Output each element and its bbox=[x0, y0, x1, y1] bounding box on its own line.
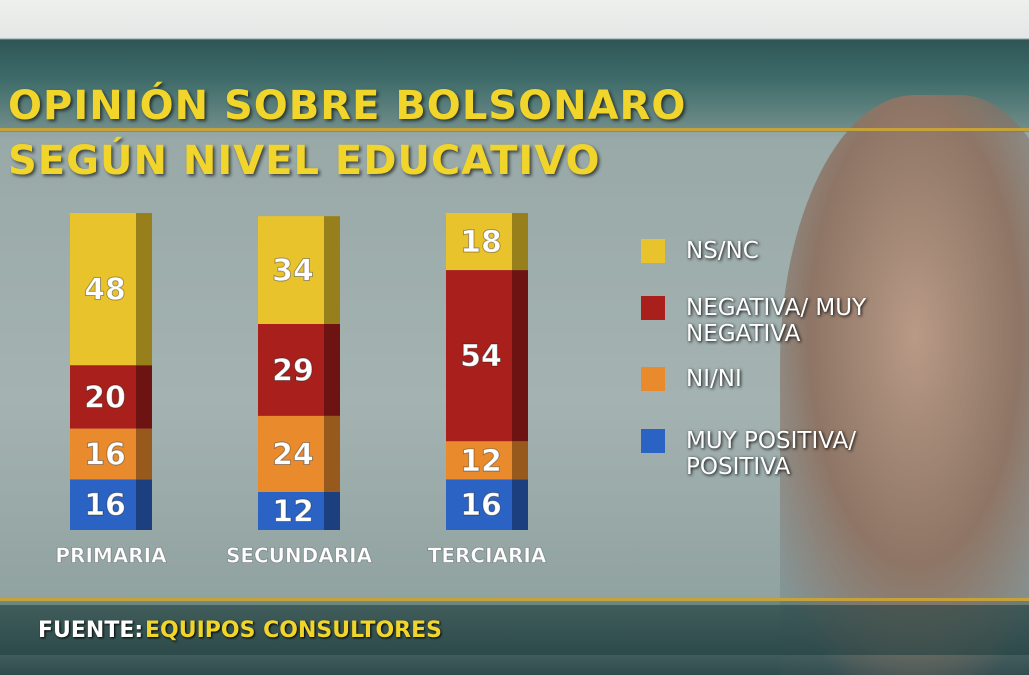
value-label: 18 bbox=[460, 225, 502, 260]
bar-segment bbox=[258, 491, 324, 530]
bar-segment bbox=[258, 415, 324, 492]
bar-side bbox=[324, 415, 340, 492]
value-label: 34 bbox=[272, 254, 314, 289]
category-label: PRIMARIA bbox=[55, 544, 167, 568]
bar-side-shade bbox=[324, 415, 340, 492]
source-text: EQUIPOS CONSULTORES bbox=[145, 618, 442, 643]
bar-side-shade bbox=[136, 365, 152, 429]
rule bbox=[0, 598, 1029, 601]
source-label: FUENTE: bbox=[38, 618, 144, 643]
legend-swatch bbox=[641, 367, 665, 391]
bar-side-shade bbox=[136, 428, 152, 480]
legend-swatch bbox=[641, 429, 665, 453]
bar-segment bbox=[70, 479, 136, 530]
bar-side bbox=[512, 270, 528, 442]
bar-side bbox=[512, 479, 528, 530]
bar-side-shade bbox=[512, 479, 528, 530]
title: OPINIÓN SOBRE BOLSONARO bbox=[8, 83, 687, 129]
legend-label: MUY POSITIVA/ POSITIVA bbox=[686, 428, 856, 480]
footer bbox=[0, 605, 1029, 655]
bar-side bbox=[324, 491, 340, 530]
bar-side-shade bbox=[136, 213, 152, 366]
bar-segment bbox=[70, 213, 136, 366]
value-label: 16 bbox=[84, 488, 126, 523]
bar-side bbox=[512, 213, 528, 271]
bar-side-shade bbox=[512, 441, 528, 480]
category-label: SECUNDARIA bbox=[226, 544, 373, 568]
category-label: TERCIARIA bbox=[428, 544, 547, 568]
value-label: 29 bbox=[272, 353, 314, 388]
value-label: 24 bbox=[272, 437, 314, 472]
value-label: 16 bbox=[84, 437, 126, 472]
legend-swatch bbox=[641, 239, 665, 263]
bar-side bbox=[136, 428, 152, 480]
bar-side bbox=[512, 441, 528, 480]
bar-segment bbox=[258, 323, 324, 416]
title: SEGÚN NIVEL EDUCATIVO bbox=[8, 138, 601, 184]
photo bbox=[780, 95, 1029, 675]
legend-swatch bbox=[641, 296, 665, 320]
bar-side bbox=[324, 216, 340, 324]
bar-side bbox=[324, 323, 340, 416]
value-label: 54 bbox=[460, 339, 502, 374]
bar-side-shade bbox=[324, 216, 340, 324]
value-label: 48 bbox=[84, 273, 126, 308]
value-label: 12 bbox=[460, 444, 502, 479]
legend-label: NEGATIVA/ MUY NEGATIVA bbox=[686, 295, 867, 347]
value-label: 20 bbox=[84, 380, 126, 415]
bar-side-shade bbox=[324, 323, 340, 416]
bar-side bbox=[136, 479, 152, 530]
bar-side bbox=[136, 213, 152, 366]
bar-segment bbox=[70, 428, 136, 480]
value-label: 16 bbox=[460, 488, 502, 523]
bar-segment bbox=[446, 441, 512, 480]
bar-segment bbox=[446, 213, 512, 271]
bar-side-shade bbox=[324, 491, 340, 530]
bar-segment bbox=[258, 216, 324, 324]
bar-side bbox=[136, 365, 152, 429]
value-label: 12 bbox=[272, 494, 314, 529]
legend-label: NI/NI bbox=[686, 366, 742, 392]
rule bbox=[0, 128, 1029, 131]
bar-segment bbox=[70, 365, 136, 429]
bar-side-shade bbox=[512, 270, 528, 442]
legend-label: NS/NC bbox=[686, 238, 759, 264]
bar-side-shade bbox=[512, 213, 528, 271]
bar-side-shade bbox=[136, 479, 152, 530]
bar-segment bbox=[446, 479, 512, 530]
bar-segment bbox=[446, 270, 512, 442]
